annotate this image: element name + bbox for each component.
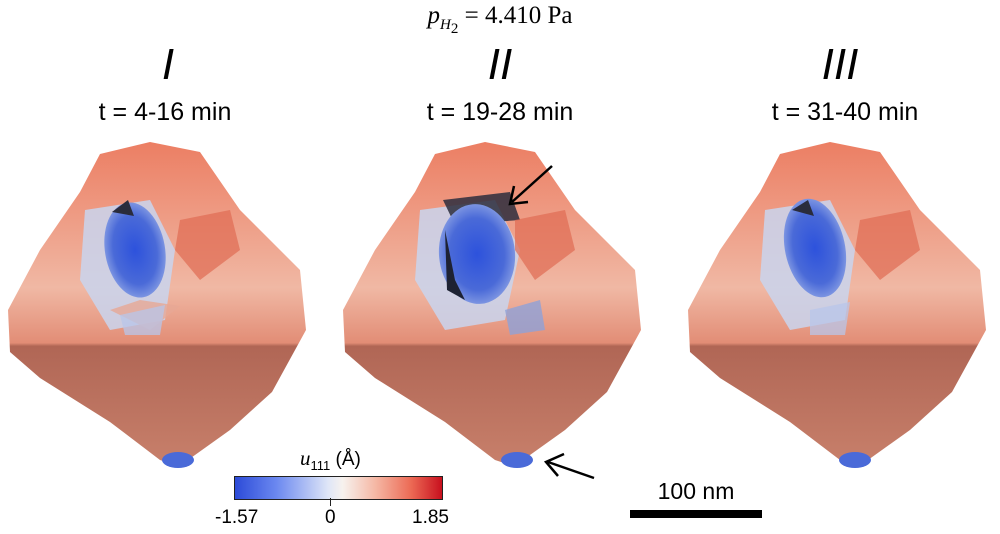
- colorbar-tick-mid: [330, 498, 331, 506]
- colorbar: [234, 476, 443, 500]
- pressure-subscript: H: [440, 17, 451, 33]
- pressure-value: = 4.410 Pa: [458, 2, 573, 29]
- panel-time-3: t = 31-40 min: [771, 98, 919, 126]
- pressure-subsubscript: 2: [450, 21, 459, 37]
- colorbar-symbol: u: [300, 446, 311, 470]
- colorbar-mid-label: 0: [325, 507, 336, 528]
- particle-render-2: [343, 142, 641, 468]
- colorbar-min-label: -1.57: [215, 507, 259, 528]
- panel-time-1: t = 4-16 min: [98, 98, 232, 126]
- arrow-icon: [508, 165, 553, 206]
- pressure-title: pH2 = 4.410 Pa: [0, 2, 1000, 38]
- scale-bar: [630, 510, 762, 518]
- particle-panel-1: [0, 130, 320, 490]
- colorbar-subscript: 111: [310, 457, 331, 473]
- scale-bar-label: 100 nm: [657, 478, 735, 504]
- panel-numeral-3: III: [821, 40, 859, 89]
- colorbar-unit: (Å): [330, 449, 361, 470]
- pressure-symbol: p: [427, 2, 441, 29]
- colorbar-max-label: 1.85: [412, 507, 449, 528]
- colorbar-title: u111 (Å): [300, 446, 361, 473]
- arrow-icon: [543, 452, 595, 480]
- particle-render-1: [8, 142, 306, 468]
- panel-time-2: t = 19-28 min: [426, 98, 574, 126]
- particle-panel-3: [680, 130, 1000, 490]
- particle-panel-2: [335, 130, 655, 490]
- panel-numeral-1: I: [161, 40, 175, 89]
- particle-render-3: [688, 142, 986, 468]
- panel-numeral-2: II: [487, 40, 513, 89]
